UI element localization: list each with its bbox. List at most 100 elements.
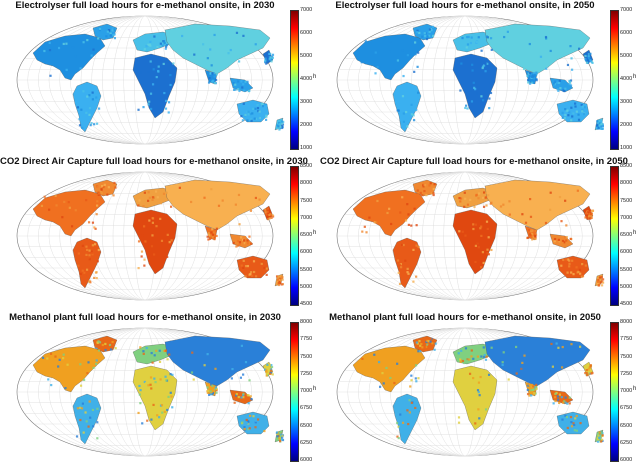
data-cell (596, 123, 599, 126)
data-cell (530, 394, 533, 397)
data-cell (268, 52, 271, 56)
data-cell (83, 352, 86, 356)
colorbar-tick-label: 5000 (620, 283, 633, 290)
data-cell (577, 270, 580, 274)
data-cell (560, 264, 563, 267)
data-cell (381, 372, 384, 375)
data-cell (64, 386, 67, 390)
data-cell (83, 43, 87, 46)
data-cell (254, 419, 257, 422)
data-cell (210, 393, 213, 396)
data-cell (93, 226, 96, 229)
data-cell (586, 365, 590, 368)
data-cell (268, 58, 271, 61)
data-cell (214, 367, 217, 370)
data-cell (104, 341, 107, 344)
data-cell (238, 243, 241, 246)
data-cell (478, 394, 481, 397)
data-cell (579, 422, 582, 425)
data-cell (463, 361, 466, 365)
data-cell (93, 276, 96, 280)
data-cell (417, 245, 420, 249)
panel-title: CO2 Direct Air Capture full load hours f… (320, 156, 628, 167)
data-cell (199, 374, 202, 377)
data-cell (107, 186, 110, 189)
data-cell (157, 69, 160, 73)
data-cell (151, 361, 154, 364)
data-cell (239, 376, 243, 379)
data-cell (211, 392, 214, 396)
data-cell (146, 252, 149, 255)
data-cell (237, 397, 240, 400)
data-cell (575, 429, 579, 432)
data-cell (557, 89, 560, 92)
data-cell (172, 62, 175, 65)
data-cell (217, 204, 221, 207)
data-cell (249, 268, 252, 272)
data-cell (281, 283, 285, 286)
data-cell (600, 433, 603, 437)
data-cell (402, 120, 405, 123)
data-cell (557, 346, 560, 349)
data-cell (103, 183, 106, 186)
data-cell (264, 368, 267, 371)
data-cell (421, 346, 424, 349)
data-cell (155, 225, 158, 228)
data-cell (486, 62, 489, 65)
colorbar-tick-label: 5000 (300, 283, 313, 290)
data-cell (152, 403, 155, 407)
data-cell (84, 411, 87, 414)
data-cell (527, 229, 531, 232)
data-cell (237, 88, 240, 91)
data-cell (263, 266, 266, 270)
data-cell (62, 357, 65, 360)
data-cell (558, 401, 561, 405)
data-cell (265, 423, 268, 426)
data-cell (244, 275, 247, 278)
world-map (16, 171, 285, 301)
landmass (556, 255, 590, 279)
data-cell (111, 340, 114, 344)
data-cell (206, 235, 209, 238)
data-cell (484, 70, 487, 73)
data-cell (568, 402, 571, 405)
data-cell (401, 421, 405, 424)
data-cell (87, 256, 90, 259)
data-cell (268, 217, 271, 220)
data-cell (72, 229, 75, 232)
data-cell (590, 209, 593, 213)
data-cell (475, 203, 478, 206)
data-cell (236, 239, 239, 243)
data-cell (570, 106, 573, 109)
data-cell (168, 353, 171, 356)
data-cell (428, 34, 431, 37)
data-cell (584, 58, 587, 61)
data-cell (575, 110, 578, 113)
data-cell (601, 281, 605, 284)
data-cell (157, 39, 161, 42)
data-cell (466, 43, 470, 46)
data-cell (231, 367, 234, 371)
colorbar-tick-label: 7000 (300, 214, 313, 221)
data-cell (484, 63, 487, 66)
data-cell (254, 117, 258, 121)
data-cell (88, 400, 91, 403)
colorbar-tick-label: 7500 (620, 197, 633, 204)
data-cell (412, 119, 416, 122)
colorbar-tick-label: 2000 (300, 122, 313, 128)
data-cell (233, 401, 236, 404)
data-cell (265, 115, 268, 118)
landmass (352, 345, 426, 393)
data-cell (465, 104, 468, 107)
data-cell (158, 416, 161, 419)
data-cell (506, 30, 509, 33)
data-cell (247, 113, 250, 116)
data-cell (265, 273, 268, 276)
data-cell (535, 387, 538, 390)
data-cell (150, 351, 153, 355)
colorbar-tick-label: 6750 (300, 405, 313, 412)
data-cell (583, 106, 586, 109)
data-cell (249, 112, 252, 116)
data-cell (561, 345, 564, 349)
data-cell (522, 67, 526, 71)
